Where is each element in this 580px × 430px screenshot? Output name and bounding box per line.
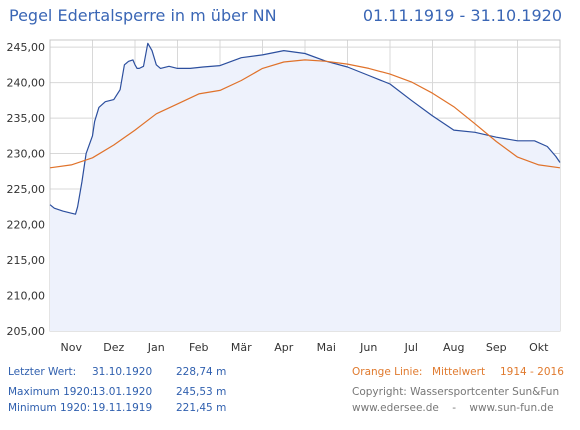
- min-date: 19.11.1919: [92, 402, 153, 414]
- copyright: Copyright: Wassersportcenter Sun&Fun: [352, 386, 560, 398]
- x-tick-label: Jan: [147, 341, 165, 354]
- x-tick-label: Mai: [317, 341, 336, 354]
- series-1920-line: [49, 42, 561, 215]
- x-tick-label: Dez: [103, 341, 124, 354]
- x-tick-label: Aug: [443, 341, 464, 354]
- y-tick-label: 230,00: [7, 148, 46, 161]
- series-1920-area: [50, 43, 560, 332]
- chart-period: 01.11.1919 - 31.10.1920: [362, 6, 562, 25]
- websites: www.edersee.de - www.sun-fun.de: [352, 402, 554, 414]
- min-value: 221,45 m: [176, 402, 227, 414]
- last-value-label: Letzter Wert:: [8, 366, 77, 378]
- y-tick-label: 225,00: [7, 183, 46, 196]
- max-label: Maximum 1920:: [8, 386, 94, 398]
- series-mean-line: [49, 59, 561, 169]
- x-tick-label: Mär: [231, 341, 252, 354]
- x-tick-label: Feb: [189, 341, 208, 354]
- series-lines: [49, 42, 561, 215]
- x-tick-label: Sep: [486, 341, 507, 354]
- y-tick-label: 215,00: [7, 254, 46, 267]
- x-tick-label: Nov: [61, 341, 83, 354]
- max-value: 245,53 m: [176, 386, 227, 398]
- y-tick-label: 220,00: [7, 219, 46, 232]
- last-value-number: 228,74 m: [176, 366, 227, 378]
- fill-layer: [50, 43, 560, 332]
- last-value-date: 31.10.1920: [92, 366, 153, 378]
- y-tick-label: 240,00: [7, 77, 46, 90]
- orange-legend-label: Orange Linie:: [352, 366, 423, 378]
- orange-legend-desc: Mittelwert: [432, 366, 486, 378]
- x-tick-label: Jul: [404, 341, 418, 354]
- x-tick-label: Apr: [274, 341, 294, 354]
- x-tick-label: Okt: [529, 341, 549, 354]
- y-tick-label: 205,00: [7, 325, 46, 338]
- axis-labels: 205,00 210,00 215,00 220,00 225,00 230,00 235,…: [7, 41, 550, 354]
- orange-legend-years: 1914 - 2016: [500, 366, 564, 378]
- chart-title: Pegel Edertalsperre in m über NN: [9, 6, 277, 25]
- y-tick-label: 245,00: [7, 41, 46, 54]
- y-tick-label: 235,00: [7, 112, 46, 125]
- max-date: 13.01.1920: [92, 386, 153, 398]
- y-tick-label: 210,00: [7, 290, 46, 303]
- min-label: Minimum 1920:: [8, 402, 91, 414]
- x-tick-label: Jun: [359, 341, 377, 354]
